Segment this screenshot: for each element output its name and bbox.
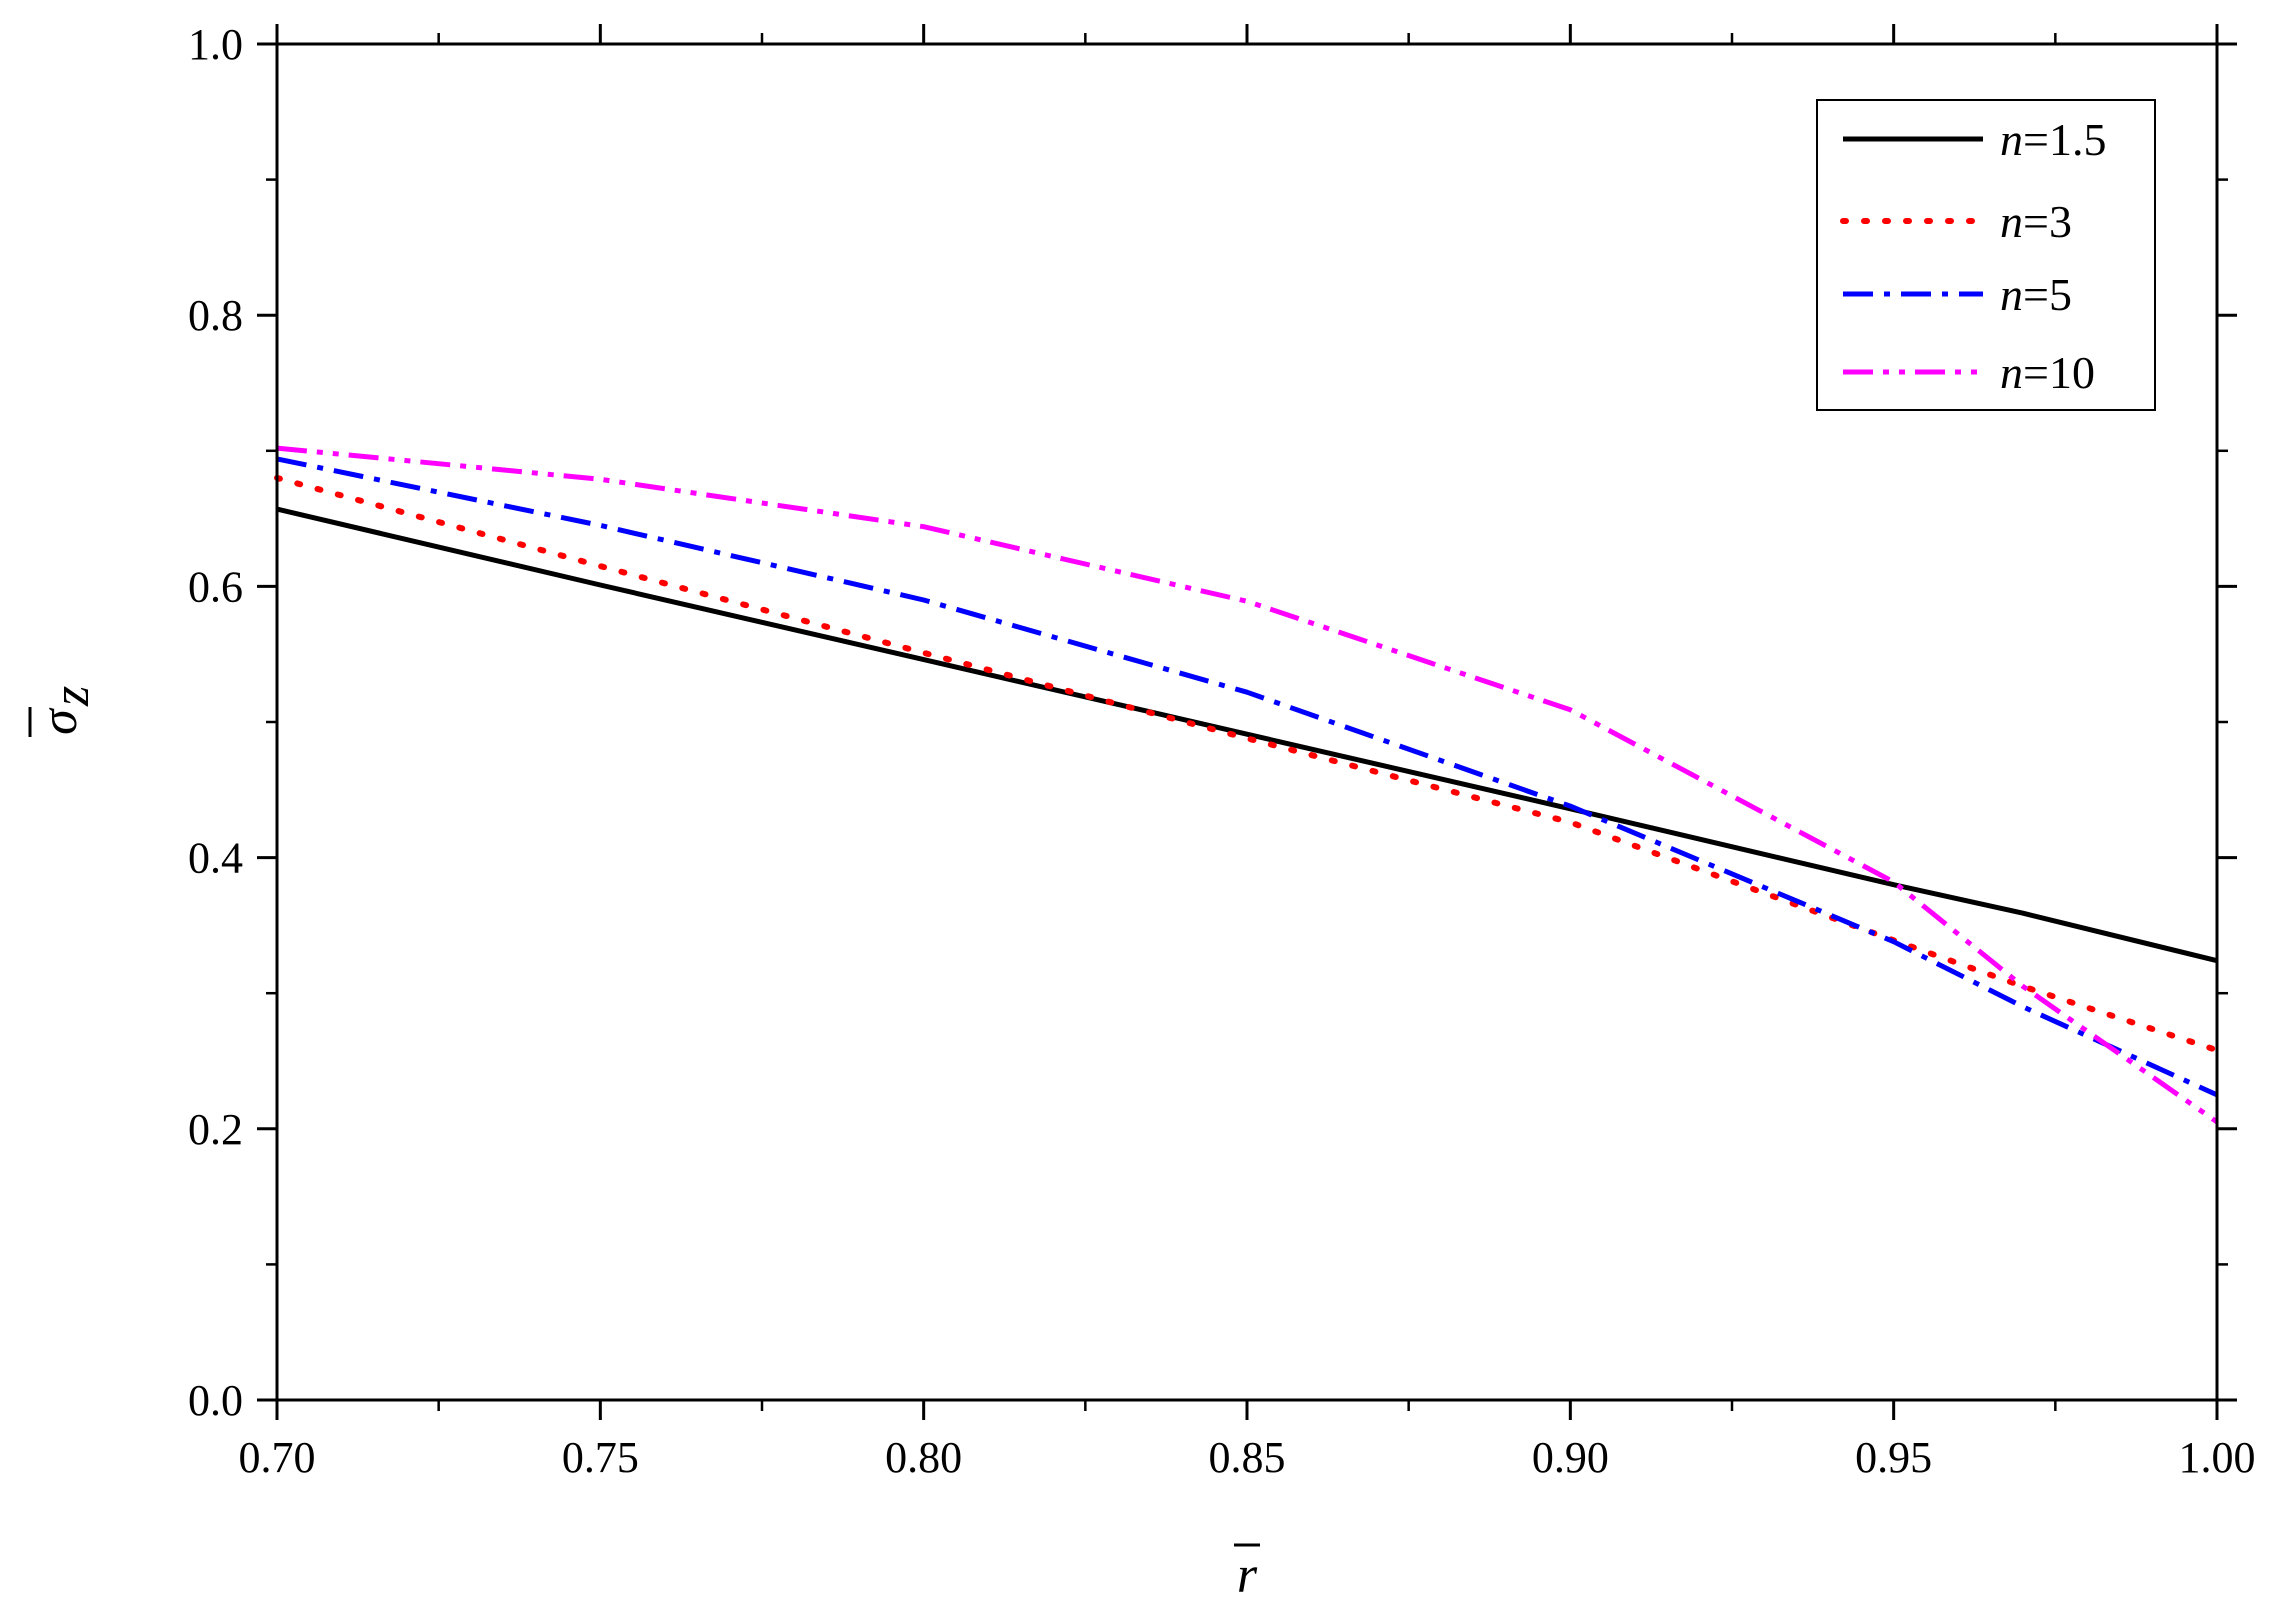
legend-label-1: n=3 [2000,196,2072,247]
x-axis-title: r [1237,1547,1258,1604]
y-tick-label-4: 0.8 [188,291,243,340]
legend-label-var-0: n [2000,114,2023,165]
legend-label-val-0: =1.5 [2023,114,2106,165]
series-line-2 [276,456,2219,1098]
y-axis-title-subscript: z [43,686,100,707]
x-tick-label-6: 1.00 [2179,1433,2256,1482]
legend-label-var-2: n [2000,269,2023,320]
legend-label-val-2: =5 [2023,269,2072,320]
legend-label-3: n=10 [2000,347,2095,398]
x-tick-label-1: 0.75 [562,1433,639,1482]
y-tick-label-3: 0.6 [188,562,243,611]
legend-label-var-1: n [2000,196,2023,247]
y-tick-label-1: 0.2 [188,1105,243,1154]
y-tick-label-2: 0.4 [188,834,243,883]
legend-label-val-1: =3 [2023,196,2072,247]
y-axis-title: σ [31,707,88,735]
ticks-layer: 0.70 0.75 0.80 0.85 0.90 0.95 1.00 0.0 0.2 0.4 0.6… [188,20,2256,1482]
series-line-1 [274,474,2220,1054]
y-axis-title-group: σ z [28,686,100,737]
series-line-3 [276,445,2219,1125]
y-tick-label-0: 0.0 [188,1376,243,1425]
x-tick-label-4: 0.90 [1532,1433,1609,1482]
x-tick-label-5: 0.95 [1855,1433,1932,1482]
y-tick-label-5: 1.0 [188,20,243,69]
x-tick-label-2: 0.80 [885,1433,962,1482]
legend-box [1816,99,2156,411]
x-tick-label-0: 0.70 [239,1433,316,1482]
legend-label-var-3: n [2000,347,2023,398]
legend-items: n=1.5n=3n=5n=10 [1840,114,2106,398]
legend: n=1.5n=3n=5n=10 [1816,99,2156,411]
series-layer [274,445,2220,1125]
legend-label-0: n=1.5 [2000,114,2106,165]
series-line-0 [276,506,2218,964]
legend-label-2: n=5 [2000,269,2072,320]
legend-label-val-3: =10 [2023,347,2095,398]
x-tick-label-3: 0.85 [1209,1433,1286,1482]
